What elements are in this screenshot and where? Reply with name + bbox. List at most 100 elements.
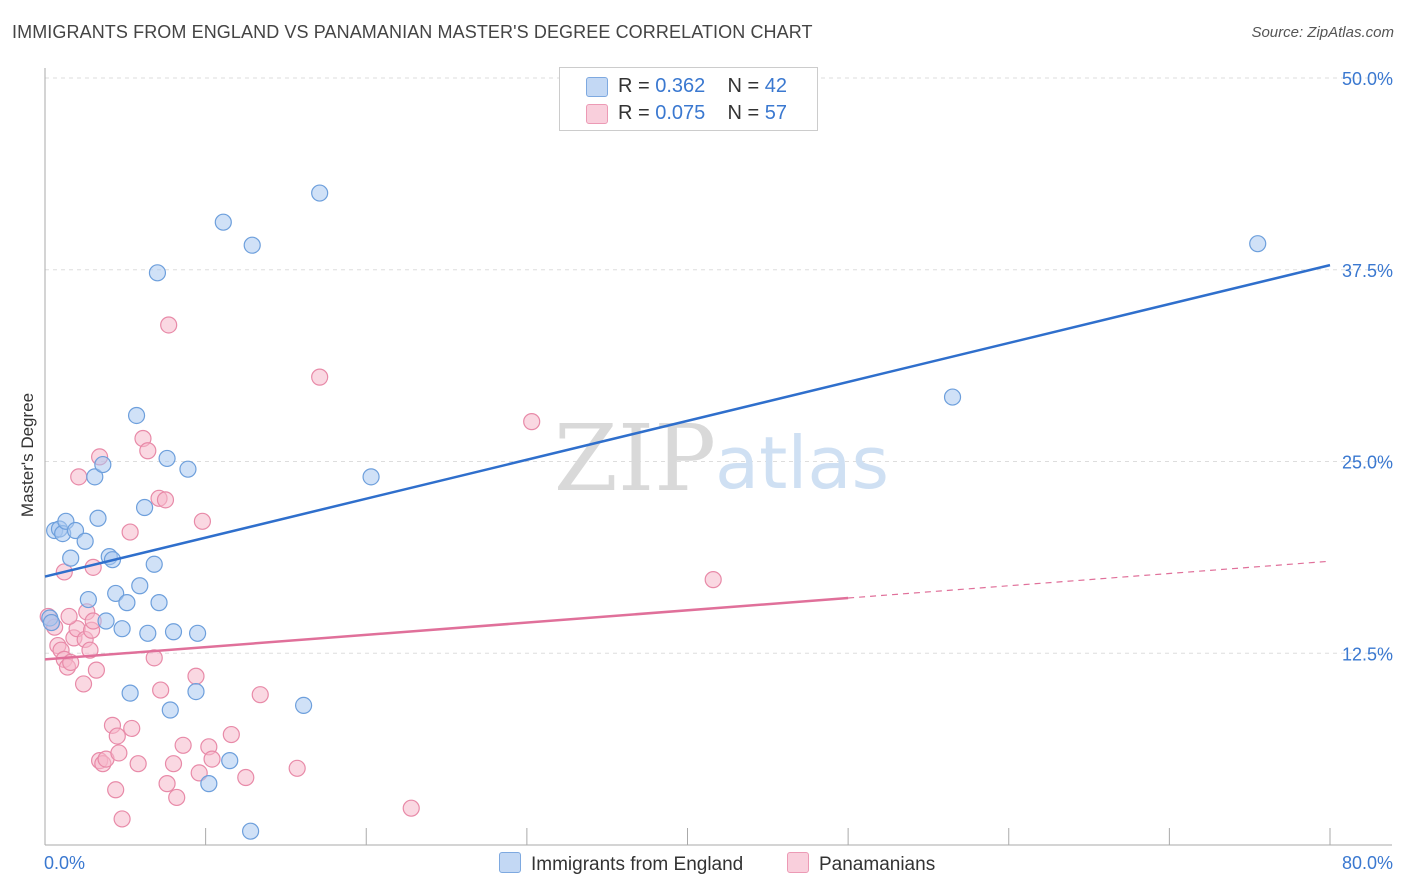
data-point <box>94 455 112 474</box>
legend-swatch-pink <box>586 104 608 124</box>
trend-line-england <box>44 263 1331 578</box>
x-tick-label-max: 80.0% <box>1342 853 1393 873</box>
data-point <box>237 768 255 787</box>
data-point <box>179 460 197 478</box>
data-point <box>251 686 269 704</box>
data-point <box>158 775 176 793</box>
legend-swatch-blue <box>586 77 608 97</box>
legend-n-label: N = <box>727 75 760 97</box>
grid-lines <box>45 77 1392 654</box>
legend-r-value: 0.075 <box>655 102 706 124</box>
data-point <box>113 620 131 638</box>
chart-title: IMMIGRANTS FROM ENGLAND VS PANAMANIAN MA… <box>12 22 813 42</box>
data-point <box>214 213 232 231</box>
data-point <box>148 264 167 282</box>
data-point <box>523 413 541 431</box>
data-point <box>87 661 106 679</box>
legend-r-label: R = <box>618 75 650 97</box>
data-point <box>164 755 183 773</box>
data-point <box>222 725 240 744</box>
data-point <box>76 532 94 550</box>
data-point <box>81 641 99 659</box>
data-point <box>145 555 163 573</box>
data-point <box>79 590 97 609</box>
data-point <box>221 752 239 770</box>
y-tick-label: 50.0% <box>1342 69 1393 89</box>
legend-text: R = 0.075 N = 57 <box>618 102 787 125</box>
data-point <box>704 571 722 589</box>
data-point <box>86 468 104 486</box>
data-point <box>190 764 208 782</box>
data-point <box>243 236 261 254</box>
data-point <box>118 594 136 612</box>
bottom-legend-label: Immigrants from England <box>531 854 744 875</box>
y-axis-label: Master's Degree <box>18 392 37 518</box>
data-point <box>108 727 126 745</box>
series-england-points <box>41 184 1267 840</box>
data-point <box>97 612 115 630</box>
legend: R = 0.362 N = 42 R = 0.075 N = 57 <box>559 67 818 131</box>
data-point <box>164 623 183 641</box>
y-tick-label: 12.5% <box>1342 644 1393 664</box>
bottom-legend-panamanians: Panamanians <box>787 852 935 876</box>
data-point <box>187 682 205 701</box>
data-point <box>89 509 107 527</box>
data-point <box>107 781 125 799</box>
data-point <box>193 512 212 530</box>
legend-n-value: 42 <box>764 75 788 97</box>
data-point <box>135 498 154 517</box>
data-point <box>311 368 329 386</box>
legend-n-label: N = <box>727 102 760 124</box>
data-point <box>288 759 306 777</box>
watermark: ZIP atlas <box>554 405 889 512</box>
x-tick-label-min: 0.0% <box>44 853 85 873</box>
data-point <box>139 624 157 642</box>
data-point <box>187 667 205 685</box>
data-point <box>188 624 207 642</box>
data-point <box>42 613 61 632</box>
data-point <box>70 468 88 486</box>
source-label: Source: ZipAtlas.com <box>1251 24 1394 41</box>
bottom-legend-swatch-pink <box>787 852 809 873</box>
data-point <box>203 750 221 768</box>
data-point <box>152 681 170 699</box>
data-point <box>121 523 139 541</box>
data-point <box>127 406 146 425</box>
data-point <box>113 810 131 828</box>
data-point <box>131 577 149 595</box>
data-point <box>200 775 218 793</box>
data-point <box>74 675 93 693</box>
bottom-legend-swatch-blue <box>499 852 521 873</box>
legend-r-value: 0.362 <box>655 75 706 97</box>
y-tick-label: 37.5% <box>1342 261 1393 281</box>
data-point <box>123 719 141 738</box>
data-point <box>161 701 179 719</box>
y-tick-label: 25.0% <box>1342 453 1393 473</box>
trend-line-panamanians <box>44 596 849 661</box>
data-point <box>158 449 176 468</box>
data-point <box>160 316 178 334</box>
legend-r-label: R = <box>618 102 650 124</box>
data-point <box>60 607 78 626</box>
data-point <box>174 736 192 754</box>
legend-n-value: 57 <box>764 102 788 124</box>
data-point <box>129 755 147 773</box>
axes <box>44 68 1392 846</box>
data-point <box>107 584 125 603</box>
watermark-zip: ZIP <box>554 405 716 512</box>
data-point <box>295 696 313 715</box>
bottom-legend-england: Immigrants from England <box>499 852 743 876</box>
data-point <box>242 822 260 840</box>
data-point <box>121 684 139 702</box>
data-point <box>156 491 175 509</box>
data-point <box>943 388 962 406</box>
data-point <box>1249 235 1267 253</box>
data-point <box>66 521 85 540</box>
data-point <box>362 468 380 486</box>
trend-lines <box>44 263 1331 661</box>
data-point <box>62 549 80 567</box>
bottom-legend-label: Panamanians <box>819 854 936 875</box>
data-point <box>311 184 329 202</box>
legend-text: R = 0.362 N = 42 <box>618 75 787 98</box>
